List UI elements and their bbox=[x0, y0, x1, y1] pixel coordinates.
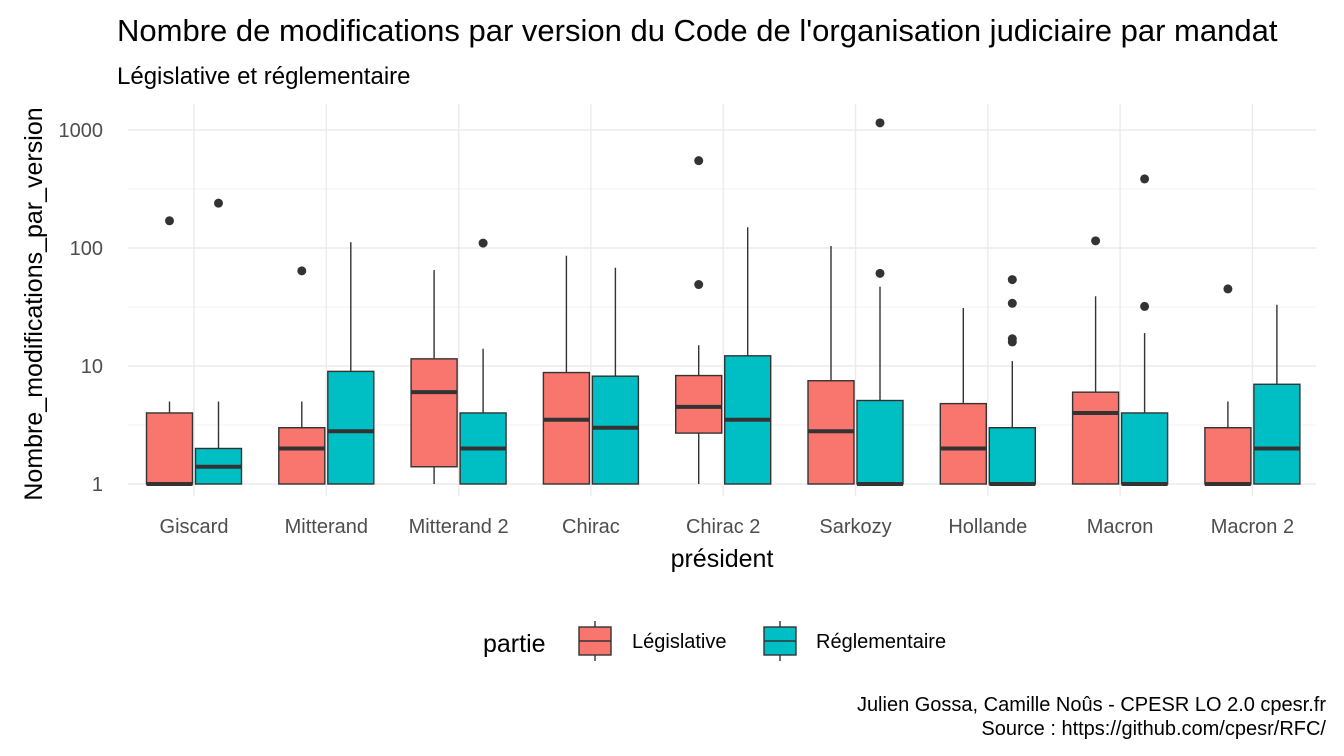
outlier-point bbox=[214, 198, 223, 208]
outlier-point bbox=[875, 118, 885, 128]
chart-subtitle: Législative et réglementaire bbox=[117, 63, 411, 90]
box bbox=[988, 275, 1036, 486]
x-axis-title: président bbox=[671, 545, 774, 573]
box bbox=[1071, 236, 1120, 485]
box-body bbox=[988, 426, 1036, 485]
outlier-point bbox=[478, 238, 488, 248]
x-tick-label: Chirac 2 bbox=[686, 516, 760, 538]
x-tick-label: Sarkozy bbox=[819, 516, 891, 538]
legend-key-réglementaire: Réglementaire bbox=[763, 621, 946, 661]
outlier-point bbox=[875, 268, 885, 278]
box bbox=[724, 227, 772, 485]
outlier-point bbox=[1007, 334, 1017, 344]
outlier-point bbox=[694, 280, 704, 290]
x-tick-label: Giscard bbox=[160, 516, 229, 538]
box bbox=[807, 245, 855, 485]
chart-title: Nombre de modifications par version du C… bbox=[117, 13, 1278, 48]
legend-label: Législative bbox=[632, 631, 727, 653]
box bbox=[194, 198, 243, 485]
box-body bbox=[278, 426, 326, 485]
x-axis-ticks: Giscard Mitterand Mitterand 2 Chirac Chirac … bbox=[160, 516, 1295, 538]
y-tick-label: 10 bbox=[81, 356, 103, 378]
box bbox=[410, 270, 458, 484]
box-series bbox=[145, 118, 1301, 486]
y-axis-title: Nombre_modifications_par_version bbox=[20, 107, 48, 500]
box-body bbox=[591, 375, 640, 485]
box-body bbox=[939, 402, 987, 485]
series-législative bbox=[145, 156, 1252, 486]
box bbox=[459, 238, 507, 485]
outlier-point bbox=[694, 156, 704, 166]
x-tick-label: Mitterand 2 bbox=[409, 516, 509, 538]
box-body bbox=[1120, 412, 1169, 485]
legend-label: Réglementaire bbox=[816, 631, 946, 653]
box-body bbox=[410, 358, 458, 468]
box-body bbox=[856, 399, 904, 485]
x-tick-label: Macron bbox=[1087, 516, 1154, 538]
y-tick-label: 100 bbox=[70, 238, 103, 260]
box-body bbox=[1204, 426, 1252, 485]
box-body bbox=[1253, 383, 1301, 485]
y-tick-label: 1 bbox=[92, 474, 103, 496]
outlier-point bbox=[1007, 275, 1017, 285]
outlier-point bbox=[1223, 284, 1233, 294]
caption-authors: Julien Gossa, Camille Noûs - CPESR LO 2.… bbox=[857, 694, 1326, 716]
box bbox=[1253, 304, 1301, 485]
box bbox=[542, 255, 591, 485]
box bbox=[327, 242, 375, 485]
box-body bbox=[327, 370, 375, 485]
box bbox=[591, 267, 640, 485]
box bbox=[278, 266, 326, 485]
box bbox=[939, 308, 987, 485]
box-body bbox=[542, 371, 591, 485]
series-réglementaire bbox=[194, 118, 1301, 486]
legend-title: partie bbox=[483, 630, 546, 658]
y-axis-ticks: 1 10 100 1000 bbox=[59, 120, 104, 496]
outlier-point bbox=[1091, 236, 1101, 246]
legend-key-législative: Législative bbox=[578, 621, 727, 661]
box-body bbox=[145, 412, 194, 485]
box bbox=[856, 118, 904, 486]
caption-source: Source : https://github.com/cpesr/RFC/ bbox=[981, 718, 1326, 740]
box bbox=[1120, 174, 1169, 486]
outlier-point bbox=[1007, 298, 1017, 308]
x-tick-label: Chirac bbox=[562, 516, 620, 538]
grid-lines bbox=[128, 104, 1316, 496]
x-tick-label: Macron 2 bbox=[1211, 516, 1294, 538]
legend: partie Législative Réglementaire bbox=[483, 621, 946, 661]
box-body bbox=[1071, 391, 1120, 485]
box bbox=[1204, 284, 1252, 486]
y-tick-label: 1000 bbox=[59, 120, 104, 142]
outlier-point bbox=[165, 216, 174, 226]
box-body bbox=[675, 374, 723, 434]
box bbox=[675, 156, 723, 484]
x-tick-label: Mitterand bbox=[285, 516, 368, 538]
outlier-point bbox=[1140, 301, 1150, 311]
x-tick-label: Hollande bbox=[948, 516, 1027, 538]
outlier-point bbox=[1140, 174, 1150, 184]
outlier-point bbox=[297, 266, 307, 276]
box bbox=[145, 216, 194, 486]
